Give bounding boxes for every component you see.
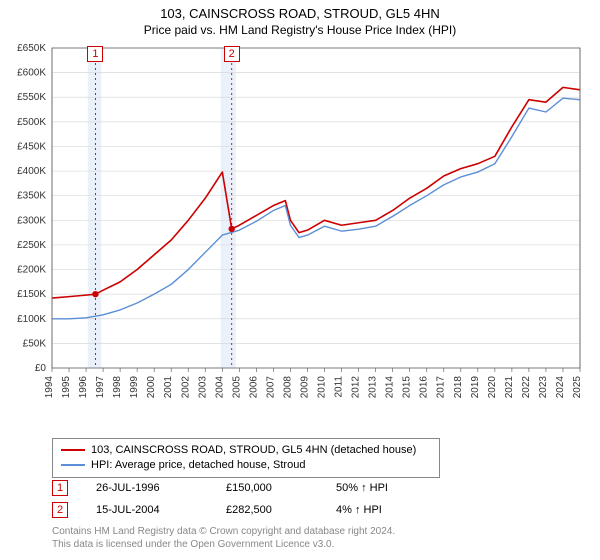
svg-text:£150K: £150K — [17, 289, 46, 300]
svg-text:£500K: £500K — [17, 117, 46, 128]
legend-swatch — [61, 464, 85, 466]
svg-text:£650K: £650K — [17, 43, 46, 54]
svg-text:2020: 2020 — [487, 376, 498, 399]
svg-text:2008: 2008 — [282, 376, 293, 399]
svg-text:2016: 2016 — [419, 376, 430, 399]
svg-text:2021: 2021 — [504, 376, 515, 399]
svg-text:2009: 2009 — [299, 376, 310, 399]
svg-text:2013: 2013 — [368, 376, 379, 399]
svg-text:1999: 1999 — [129, 376, 140, 399]
sales-date: 26-JUL-1996 — [96, 482, 226, 494]
svg-text:2002: 2002 — [180, 376, 191, 399]
licence-line2: This data is licensed under the Open Gov… — [52, 539, 395, 552]
svg-text:1997: 1997 — [95, 376, 106, 399]
sales-date: 15-JUL-2004 — [96, 504, 226, 516]
svg-text:2006: 2006 — [248, 376, 259, 399]
svg-text:2007: 2007 — [265, 376, 276, 399]
svg-text:2001: 2001 — [163, 376, 174, 399]
legend-label: HPI: Average price, detached house, Stro… — [91, 458, 305, 473]
svg-text:2015: 2015 — [402, 376, 413, 399]
legend-swatch — [61, 449, 85, 451]
svg-text:2004: 2004 — [214, 376, 225, 399]
svg-text:2010: 2010 — [317, 376, 328, 399]
sales-price: £282,500 — [226, 504, 336, 516]
svg-text:1994: 1994 — [44, 376, 55, 399]
sale-marker-badge: 1 — [87, 46, 103, 62]
sales-badge: 1 — [52, 480, 68, 496]
svg-text:£400K: £400K — [17, 166, 46, 177]
svg-text:2014: 2014 — [385, 376, 396, 399]
svg-text:2017: 2017 — [436, 376, 447, 399]
svg-text:£100K: £100K — [17, 314, 46, 325]
sales-row: 1 26-JUL-1996£150,00050% ↑ HPI — [52, 480, 436, 496]
svg-text:£250K: £250K — [17, 240, 46, 251]
sales-badge: 2 — [52, 502, 68, 518]
licence-text: Contains HM Land Registry data © Crown c… — [52, 526, 395, 551]
svg-text:£550K: £550K — [17, 92, 46, 103]
svg-text:£450K: £450K — [17, 141, 46, 152]
svg-text:£300K: £300K — [17, 215, 46, 226]
sale-marker-badge: 2 — [224, 46, 240, 62]
licence-line1: Contains HM Land Registry data © Crown c… — [52, 526, 395, 539]
svg-text:2011: 2011 — [334, 376, 345, 398]
svg-text:2024: 2024 — [555, 376, 566, 399]
svg-text:£600K: £600K — [17, 68, 46, 79]
svg-text:£350K: £350K — [17, 191, 46, 202]
svg-text:2000: 2000 — [146, 376, 157, 399]
sales-delta: 50% ↑ HPI — [336, 482, 436, 494]
legend-item: HPI: Average price, detached house, Stro… — [61, 458, 431, 473]
svg-text:1995: 1995 — [61, 376, 72, 399]
svg-text:2018: 2018 — [453, 376, 464, 399]
svg-text:£200K: £200K — [17, 265, 46, 276]
legend: 103, CAINSCROSS ROAD, STROUD, GL5 4HN (d… — [52, 438, 440, 478]
svg-text:2005: 2005 — [231, 376, 242, 399]
svg-text:2022: 2022 — [521, 376, 532, 399]
svg-text:£50K: £50K — [23, 338, 47, 349]
svg-text:2023: 2023 — [538, 376, 549, 399]
legend-item: 103, CAINSCROSS ROAD, STROUD, GL5 4HN (d… — [61, 443, 431, 458]
svg-text:2019: 2019 — [470, 376, 481, 399]
svg-text:2025: 2025 — [572, 376, 583, 399]
svg-text:1998: 1998 — [112, 376, 123, 399]
svg-text:1996: 1996 — [78, 376, 89, 399]
sales-row: 2 15-JUL-2004£282,5004% ↑ HPI — [52, 502, 436, 518]
sales-table: 1 26-JUL-1996£150,00050% ↑ HPI 2 15-JUL-200… — [52, 480, 436, 524]
svg-text:2012: 2012 — [351, 376, 362, 399]
svg-text:2003: 2003 — [197, 376, 208, 399]
sales-price: £150,000 — [226, 482, 336, 494]
legend-label: 103, CAINSCROSS ROAD, STROUD, GL5 4HN (d… — [91, 443, 416, 458]
svg-text:£0: £0 — [35, 363, 47, 374]
sales-delta: 4% ↑ HPI — [336, 504, 436, 516]
